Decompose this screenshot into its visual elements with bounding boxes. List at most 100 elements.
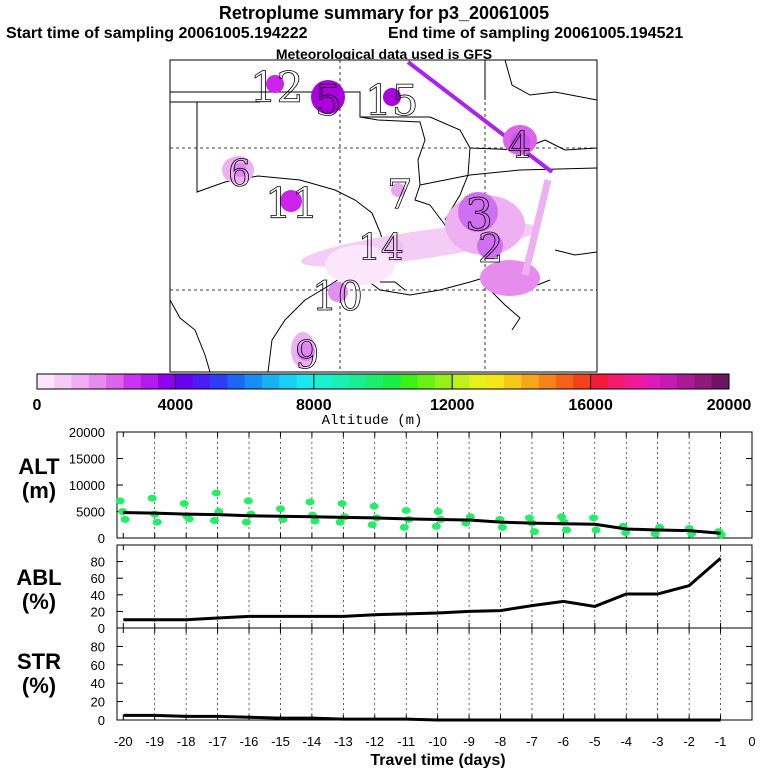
alt-point <box>242 518 252 526</box>
y-tick-label: 5000 <box>76 505 105 520</box>
alt-point <box>337 500 347 508</box>
x-axis-label: Travel time (days) <box>370 752 505 768</box>
retroplume-map: 12 15 5 4 6 11 7 32 14 10 9 <box>169 59 598 377</box>
colorbar-swatch <box>175 374 194 389</box>
alt-point <box>650 530 660 538</box>
colorbar-tick-label: 4000 <box>158 397 194 414</box>
plume-label: 11 <box>265 179 318 228</box>
colorbar-swatch <box>383 374 401 389</box>
colorbar-swatch <box>538 374 557 389</box>
alt-point <box>589 514 599 522</box>
plume-label: 7 <box>387 172 412 218</box>
x-tick-label: -7 <box>526 734 538 749</box>
alt-point <box>211 489 221 497</box>
colorbar-swatch <box>365 374 384 389</box>
y-tick-label: 40 <box>91 676 105 691</box>
x-tick-label: -16 <box>240 734 259 749</box>
x-tick-label: -19 <box>145 734 164 749</box>
alt-point <box>275 505 285 513</box>
alt-point <box>562 526 572 534</box>
x-tick-label: -13 <box>334 734 353 749</box>
x-tick-label: -20 <box>114 734 133 749</box>
alt-point <box>524 514 534 522</box>
plume-label: 12 <box>250 63 303 112</box>
alt-point <box>184 515 194 523</box>
colorbar-swatch <box>417 374 436 389</box>
colorbar-swatch <box>434 374 453 389</box>
alt-point <box>399 523 409 531</box>
x-tick-label: -12 <box>365 734 384 749</box>
colorbar-swatch <box>106 374 124 389</box>
x-tick-label: -10 <box>428 734 447 749</box>
plume-dot <box>297 343 315 361</box>
alt-point <box>243 497 253 505</box>
alt-point <box>335 518 345 526</box>
alt-point <box>431 522 441 530</box>
x-tick-label: -11 <box>397 734 415 749</box>
colorbar-swatch <box>140 374 159 389</box>
colorbar-swatch <box>677 374 695 389</box>
str-ylabel: STR (%) <box>17 649 61 698</box>
x-tick-label: -15 <box>271 734 290 749</box>
alt-ylabel: ALT (m) <box>18 454 60 503</box>
x-tick-label: -6 <box>558 734 570 749</box>
alt-point <box>557 513 566 521</box>
x-tick-label: -1 <box>715 734 727 749</box>
plume-dot <box>233 163 247 177</box>
y-tick-label: 15000 <box>69 452 105 467</box>
colorbar-tick-label: 16000 <box>568 397 613 414</box>
plume-dot <box>280 190 302 212</box>
colorbar-swatch <box>348 374 367 389</box>
colorbar-tick-label: 0 <box>33 397 42 414</box>
alt-point <box>369 502 379 510</box>
panel-str: 0 20 40 60 80 <box>91 627 753 728</box>
colorbar-tick-label: 20000 <box>707 397 752 414</box>
alt-point <box>367 521 377 529</box>
plume-label: 5 <box>315 76 342 125</box>
panel-frame <box>116 627 753 721</box>
colorbar-swatch <box>486 374 505 389</box>
colorbar-swatch <box>71 374 90 389</box>
colorbar-swatch <box>556 374 574 389</box>
colorbar-swatch <box>642 374 661 389</box>
plume-label: 14 <box>358 228 404 269</box>
alt-point <box>529 528 539 536</box>
alt-point <box>209 517 219 525</box>
colorbar-swatch <box>607 374 626 389</box>
y-tick-label: 0 <box>98 531 105 546</box>
x-tick-label: -8 <box>495 734 507 749</box>
alt-point <box>147 494 157 502</box>
colorbar-tick-label: 8000 <box>296 397 332 414</box>
alt-point <box>115 497 125 505</box>
x-tick-label: -2 <box>683 734 695 749</box>
plume-dot <box>266 75 284 93</box>
y-tick-label: 10000 <box>69 478 105 493</box>
alt-point <box>310 517 320 525</box>
alt-point <box>433 508 443 515</box>
plume-dot <box>510 132 530 152</box>
colorbar-swatch <box>88 374 107 389</box>
plume-dot <box>328 282 348 302</box>
x-tick-label: -3 <box>652 734 664 749</box>
colorbar-swatch <box>694 374 713 389</box>
alt-point <box>497 523 507 531</box>
alt-point <box>401 506 411 514</box>
colorbar-swatch <box>279 374 297 389</box>
plume-label: 2 <box>478 226 503 272</box>
colorbar-swatch <box>469 374 488 389</box>
plume-dot <box>386 239 404 257</box>
alt-point <box>120 515 130 523</box>
plume-label: 10 <box>312 274 363 320</box>
series-line <box>123 557 722 622</box>
colorbar-swatch <box>296 374 315 389</box>
y-tick-label: 20000 <box>69 425 105 440</box>
alt-point <box>152 518 162 526</box>
colorbar-swatch <box>261 374 280 389</box>
altitude-colorbar: 0 4000 8000 12000 16000 20000 Altitude (m) <box>33 373 752 429</box>
y-tick-label: 80 <box>91 555 105 570</box>
y-tick-label: 80 <box>91 639 105 654</box>
alt-point <box>179 500 189 508</box>
end-time-label: End time of sampling 20061005.194521 <box>388 25 684 42</box>
